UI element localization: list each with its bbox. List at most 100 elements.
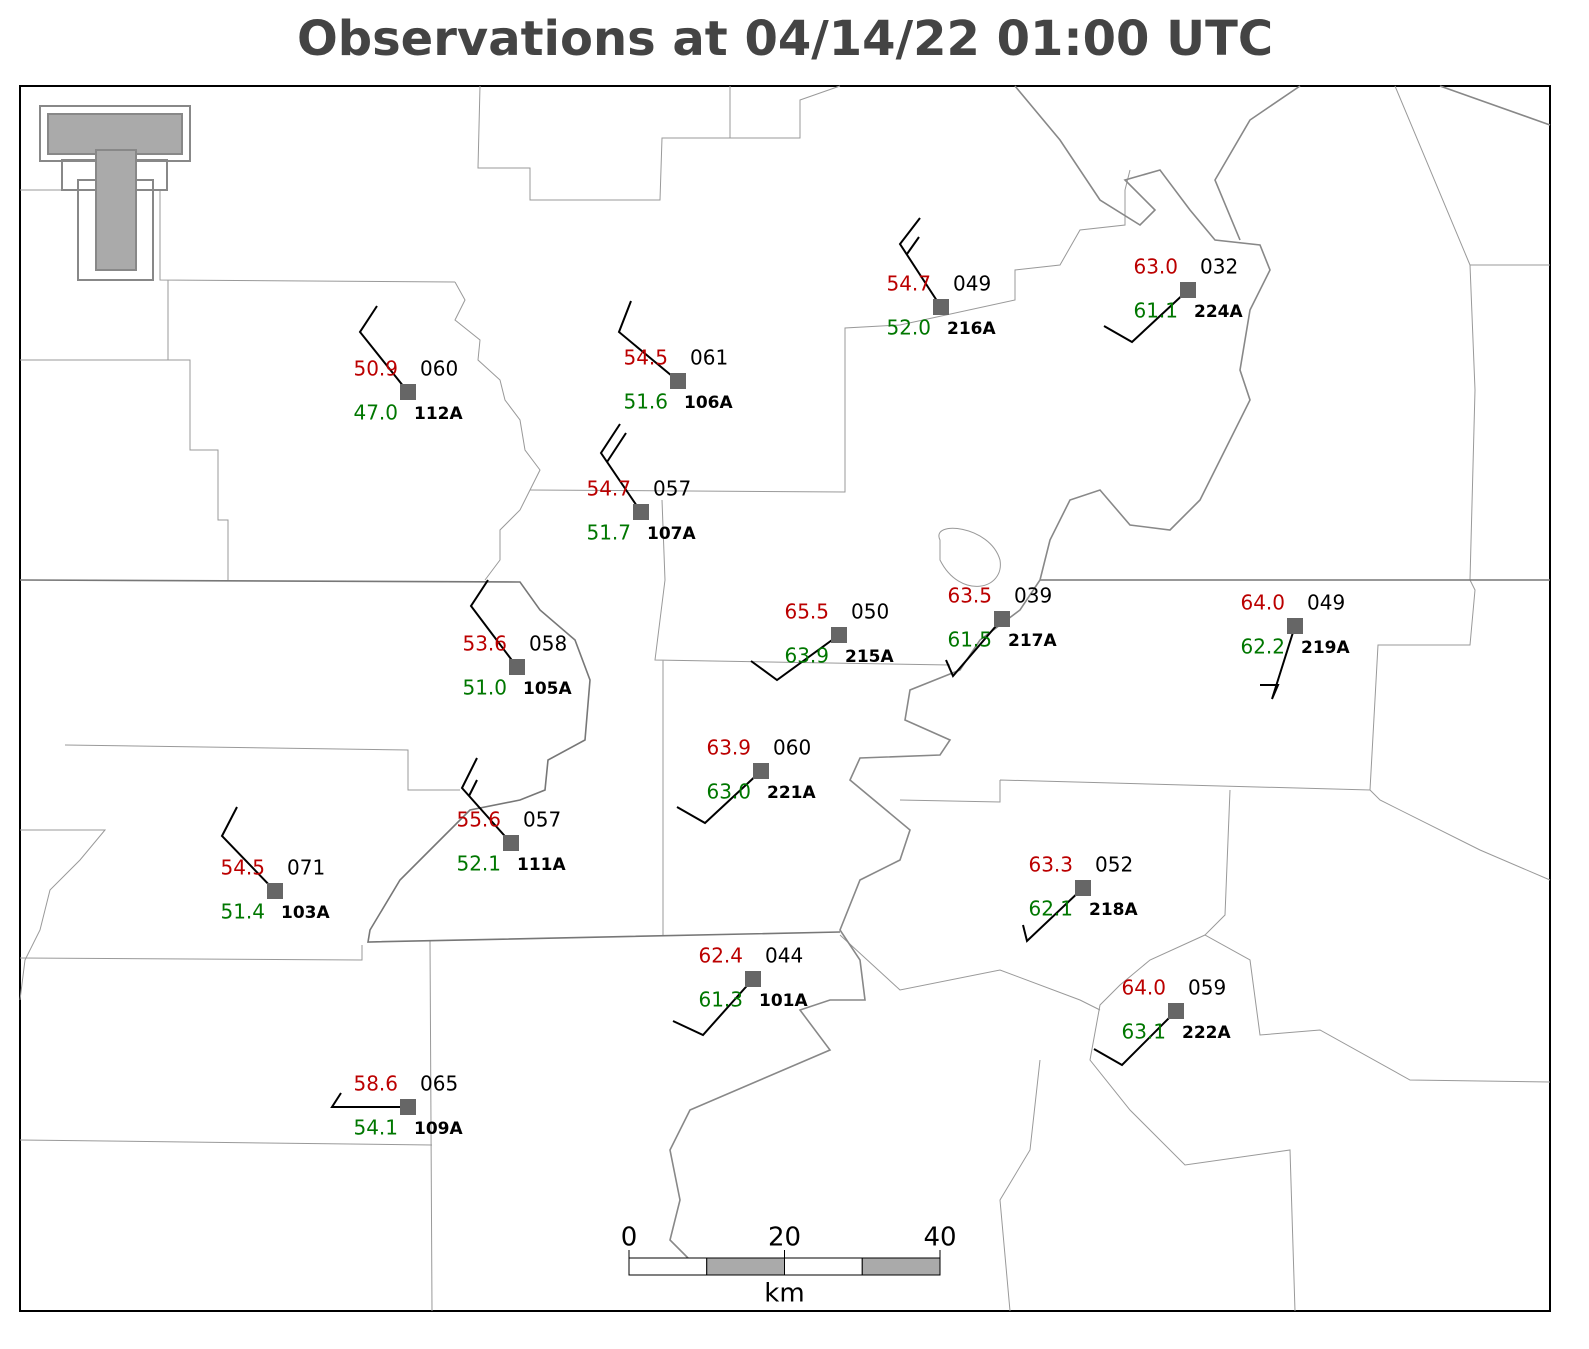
station-marker [1287,618,1303,634]
temperature: 62.4 [698,944,743,968]
station-marker [503,835,519,851]
pressure: 052 [1095,853,1133,877]
map-frame [19,85,1551,1312]
dewpoint: 54.1 [353,1116,398,1140]
scale-segment [861,1257,941,1276]
temperature: 53.6 [462,632,507,656]
dewpoint: 61.1 [1133,299,1178,323]
station-id: 107A [647,524,696,544]
temperature: 65.5 [784,600,829,624]
wind-barb [469,579,518,668]
scale-bar: 0 20 40 km [621,1223,957,1309]
scale-unit: km [764,1279,804,1309]
scale-label: 0 [621,1223,638,1253]
pressure: 049 [953,272,991,296]
wind-barb [358,305,409,393]
pressure: 071 [287,856,325,880]
dewpoint: 63.0 [706,780,751,804]
temperature: 50.9 [353,357,398,381]
station-id: 106A [684,393,733,413]
university-logo [39,105,191,281]
dewpoint: 61.5 [947,628,992,652]
station-marker [400,384,416,400]
scale-segment [706,1257,785,1276]
dewpoint: 51.4 [220,900,265,924]
dewpoint: 47.0 [353,401,398,425]
station-marker [1168,1003,1184,1019]
station-id: 216A [947,319,996,339]
station-marker [1075,880,1091,896]
station-id: 215A [845,647,894,667]
dewpoint: 51.6 [623,390,668,414]
wind-barb [676,770,762,825]
station-id: 221A [767,783,816,803]
station-marker [831,627,847,643]
station-layer: 50.9 060 47.0 112A 54.5 061 51.6 106A 54.7 057 51.… [220,217,1350,1140]
pressure: 049 [1307,591,1345,615]
map-title: Observations at 04/14/22 01:00 UTC [297,11,1273,67]
station-id: 219A [1301,638,1350,658]
temperature: 63.3 [1028,853,1073,877]
wind-barb [617,300,679,382]
temperature: 64.0 [1240,591,1285,615]
station-id: 217A [1008,631,1057,651]
wind-barb [220,806,276,892]
pressure: 060 [773,736,811,760]
station-id: 112A [414,404,463,424]
wind-barb [945,618,1003,678]
station-id: 105A [523,679,572,699]
pressure: 039 [1014,584,1052,608]
dewpoint: 62.1 [1028,897,1073,921]
wind-barb [672,978,754,1037]
boundaries [19,85,1551,1312]
station-marker [1180,282,1196,298]
temperature: 63.5 [947,584,992,608]
wind-barb [330,1092,408,1108]
station-id: 109A [414,1119,463,1139]
station-marker [670,373,686,389]
wind-barb [1103,289,1189,344]
station-id: 224A [1194,302,1243,322]
scale-label: 20 [768,1223,801,1253]
temperature: 58.6 [353,1072,398,1096]
station-marker [753,763,769,779]
wind-barb [1260,625,1296,700]
station-marker [745,971,761,987]
station-marker [994,611,1010,627]
temperature: 63.0 [1133,255,1178,279]
pressure: 059 [1188,976,1226,1000]
pressure: 057 [523,808,561,832]
pressure: 058 [529,632,567,656]
dewpoint: 61.3 [698,988,743,1012]
station-marker [267,883,283,899]
wind-barb [460,757,512,844]
pressure: 050 [851,600,889,624]
dewpoint: 63.1 [1121,1020,1166,1044]
dewpoint: 52.1 [456,852,501,876]
wind-barb [750,634,840,682]
scale-label: 40 [923,1223,956,1253]
station-id: 218A [1089,900,1138,920]
station-marker [509,659,525,675]
pressure: 060 [420,357,458,381]
wind-barb [1022,887,1084,943]
station-marker [400,1099,416,1115]
pressure: 065 [420,1072,458,1096]
temperature: 55.6 [456,808,501,832]
pressure: 057 [653,477,691,501]
pressure: 044 [765,944,803,968]
dewpoint: 62.2 [1240,635,1285,659]
pressure: 061 [690,346,728,370]
wind-barb [898,217,942,308]
temperature: 63.9 [706,736,751,760]
scale-segment [628,1257,708,1276]
temperature: 54.5 [220,856,265,880]
temperature: 54.7 [586,477,631,501]
scale-segment [784,1257,863,1276]
station-id: 222A [1182,1023,1231,1043]
wind-barb [1093,1010,1177,1067]
station-id: 101A [759,991,808,1011]
wind-barb [599,423,642,513]
dewpoint: 52.0 [886,316,931,340]
dewpoint: 63.9 [784,644,829,668]
